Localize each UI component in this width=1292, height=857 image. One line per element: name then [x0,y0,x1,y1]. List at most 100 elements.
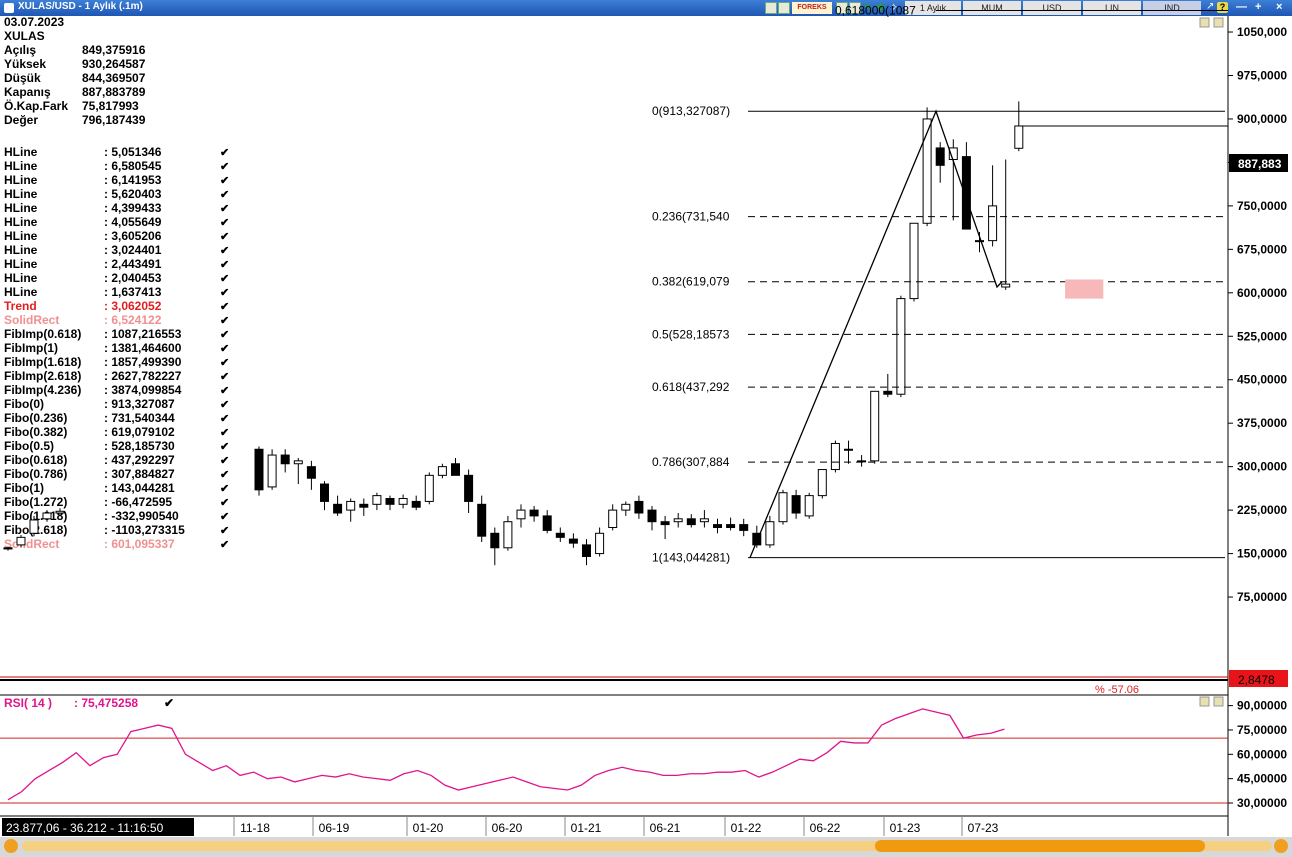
indicator-name[interactable]: Fibo(0) [4,397,44,411]
indicator-check-icon[interactable]: ✔ [220,343,229,355]
indicator-name[interactable]: Fibo(1) [4,481,44,495]
candle-body[interactable] [922,118,932,224]
candle-body[interactable] [555,532,565,538]
indicator-check-icon[interactable]: ✔ [220,329,229,341]
candle-body[interactable] [503,521,513,549]
indicator-check-icon[interactable]: ✔ [220,371,229,383]
indicator-check-icon[interactable]: ✔ [220,203,229,215]
candle-body[interactable] [529,509,539,517]
indicator-name[interactable]: Fibo(1.618) [4,509,67,523]
candle-body[interactable] [568,538,578,544]
share-icon[interactable]: ↗ [1206,1,1215,12]
chart-icon[interactable] [765,2,777,14]
candle-body[interactable] [909,222,919,300]
indicator-name[interactable]: Fibo(0.382) [4,425,67,439]
candle-body[interactable] [975,240,984,243]
indicator-check-icon[interactable]: ✔ [220,161,229,173]
indicator-check-icon[interactable]: ✔ [220,217,229,229]
candle-body[interactable] [817,469,827,497]
indicator-check-icon[interactable]: ✔ [220,399,229,411]
indicator-name[interactable]: Fibo(0.5) [4,439,54,453]
grid-icon[interactable] [836,2,848,14]
close-button[interactable]: × [1276,1,1283,13]
indicator-name[interactable]: HLine [4,257,38,271]
candle-body[interactable] [1001,283,1011,288]
indicator-check-icon[interactable]: ✔ [220,483,229,495]
candle-body[interactable] [490,532,500,549]
candle-body[interactable] [896,298,906,395]
indicator-check-icon[interactable]: ✔ [220,189,229,201]
indicator-check-icon[interactable]: ✔ [220,511,229,523]
candle-body[interactable] [346,500,356,511]
indicator-name[interactable]: FibImp(4.236) [4,383,81,397]
scroll-left-icon[interactable] [4,839,18,853]
indicator-check-icon[interactable]: ✔ [220,259,229,271]
candle-body[interactable] [870,390,880,462]
candle-body[interactable] [451,463,460,476]
index-mode-selector[interactable]: IND [1143,1,1201,15]
candle-body[interactable] [935,147,945,166]
scroll-thumb[interactable] [875,840,1205,852]
indicator-check-icon[interactable]: ✔ [220,497,229,509]
indicator-check-icon[interactable]: ✔ [220,315,229,327]
indicator-name[interactable]: FibImp(1.618) [4,355,81,369]
candle-body[interactable] [3,547,13,550]
candle-body[interactable] [1014,125,1024,149]
horizontal-scrollbar[interactable] [0,837,1292,857]
candle-body[interactable] [699,518,709,523]
fib-trend-line[interactable] [749,109,1003,558]
candle-body[interactable] [280,454,290,465]
indicator-name[interactable]: SolidRect [4,313,59,327]
help-icon[interactable]: ? [1217,2,1228,13]
chart-style-selector[interactable]: MUM [963,1,1021,15]
indicator-check-icon[interactable]: ✔ [220,245,229,257]
zoom-icon[interactable]: ✧ [889,1,899,14]
move-icon[interactable]: ✥ [876,1,886,14]
candle-body[interactable] [477,503,487,537]
indicator-name[interactable]: HLine [4,187,38,201]
indicator-name[interactable]: HLine [4,285,38,299]
currency-selector[interactable]: USD [1023,1,1081,15]
indicator-name[interactable]: HLine [4,215,38,229]
candle-body[interactable] [333,503,343,514]
candle-body[interactable] [844,448,853,451]
candle-body[interactable] [424,474,434,502]
indicator-check-icon[interactable]: ✔ [220,231,229,243]
indicator-name[interactable]: HLine [4,243,38,257]
indicator-check-icon[interactable]: ✔ [220,273,229,285]
indicator-name[interactable]: HLine [4,229,38,243]
candle-body[interactable] [267,454,277,488]
candle-body[interactable] [739,524,749,531]
restore-button[interactable]: + [1255,1,1262,13]
indicator-check-icon[interactable]: ✔ [220,301,229,313]
candle-body[interactable] [634,500,644,514]
candle-body[interactable] [686,518,696,526]
indicator-check-icon[interactable]: ✔ [220,357,229,369]
indicator-check-icon[interactable]: ✔ [220,413,229,425]
candle-body[interactable] [464,474,474,502]
candle-body[interactable] [726,524,736,528]
indicator-name[interactable]: HLine [4,271,38,285]
candle-body[interactable] [778,492,788,523]
indicator-name[interactable]: FibImp(1) [4,341,58,355]
indicator-name[interactable]: Trend [4,299,37,313]
candle-body[interactable] [883,390,893,395]
scale-selector[interactable]: LIN [1083,1,1141,15]
candle-body[interactable] [359,503,369,508]
scroll-track[interactable] [22,841,1272,851]
candle-body[interactable] [752,532,762,546]
indicator-name[interactable]: HLine [4,159,38,173]
rsi-panel-settings-icon[interactable] [1199,696,1210,707]
rsi-panel-close-icon[interactable] [1213,696,1224,707]
period-selector[interactable]: 1 Aylık [905,1,961,15]
indicator-name[interactable]: FibImp(0.618) [4,327,81,341]
candle-body[interactable] [293,460,303,465]
indicator-name[interactable]: Fibo(0.618) [4,453,67,467]
candle-body[interactable] [961,156,971,230]
indicator-check-icon[interactable]: ✔ [220,287,229,299]
indicator-name[interactable]: HLine [4,145,38,159]
scroll-right-icon[interactable] [1274,839,1288,853]
indicator-name[interactable]: Fibo(0.786) [4,467,67,481]
indicator-check-icon[interactable]: ✔ [220,427,229,439]
solid-rect[interactable] [1065,279,1104,299]
